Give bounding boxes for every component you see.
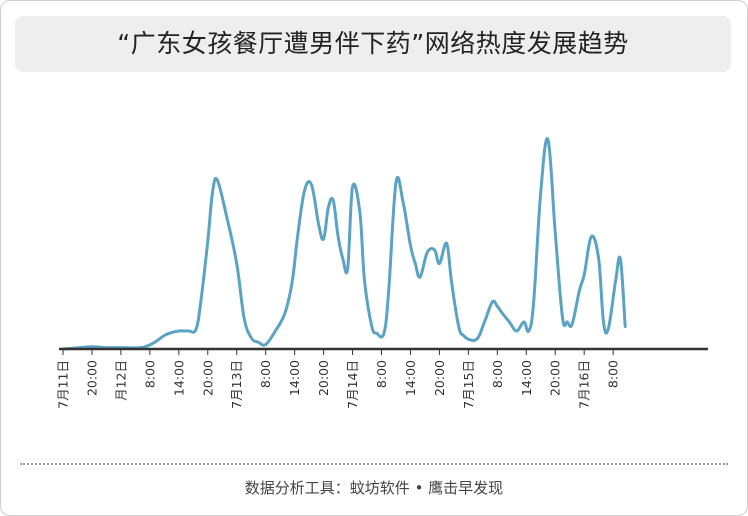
- x-tick-label: 20:00: [316, 360, 331, 396]
- x-tick-label: 8:00: [258, 360, 273, 388]
- x-tick-label: 14:00: [403, 360, 418, 396]
- x-tick-label: 20:00: [432, 360, 447, 396]
- x-tick-label: 20:00: [200, 360, 215, 396]
- x-tick-label: 14:00: [171, 360, 186, 396]
- x-tick-label: 7月16日: [577, 360, 592, 409]
- x-tick-label: 7月14日: [345, 360, 360, 409]
- footer-divider: [20, 463, 728, 465]
- x-tick-label: 7月11日: [56, 360, 71, 409]
- x-tick-label: 7月15日: [461, 360, 476, 409]
- trend-chart: 7月11日 20:00 月12日 8:00 14:00 20:00 7月13日 8:00 14:…: [56, 137, 708, 409]
- x-tick-label: 14:00: [519, 360, 534, 396]
- x-tick-label: 8:00: [490, 360, 505, 388]
- source-credit: 数据分析工具：蚊坊软件 • 鹰击早发现: [244, 479, 504, 497]
- title-bar: “广东女孩餐厅遭男伴下药”网络热度发展趋势: [15, 16, 731, 72]
- x-tick-label: 8:00: [606, 360, 621, 388]
- x-tick-label: 8:00: [142, 360, 157, 388]
- x-tick-label: 20:00: [84, 360, 99, 396]
- x-tick-label: 7月13日: [229, 360, 244, 409]
- x-tick-label: 14:00: [287, 360, 302, 396]
- x-tick-label: 8:00: [374, 360, 389, 388]
- x-tick-label: 20:00: [548, 360, 563, 396]
- series-line-0: [61, 137, 627, 351]
- chart-title: “广东女孩餐厅遭男伴下药”网络热度发展趋势: [117, 29, 629, 58]
- x-tick-label: 月12日: [113, 360, 128, 401]
